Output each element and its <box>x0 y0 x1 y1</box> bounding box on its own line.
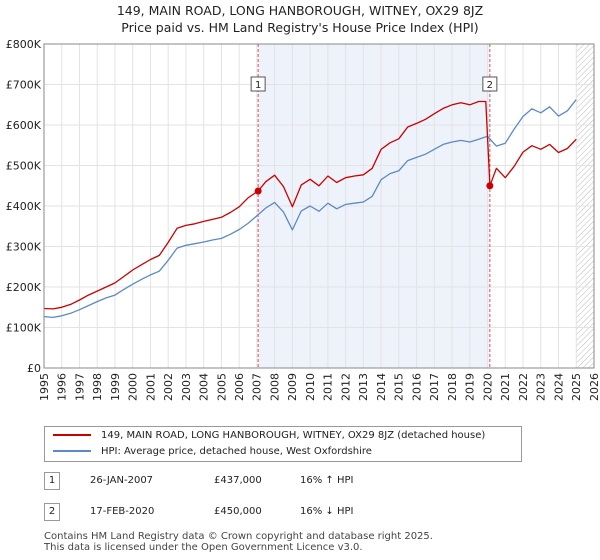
x-tick-label: 2013 <box>357 373 370 401</box>
y-tick-label: £500K <box>6 160 42 173</box>
transaction-date: 26-JAN-2007 <box>90 475 154 486</box>
annotation-label: 2 <box>487 80 493 91</box>
transaction-number-badge: 1 <box>44 472 60 490</box>
x-tick-label: 2014 <box>375 373 388 401</box>
transaction-point <box>254 187 262 195</box>
y-tick-label: £800K <box>6 38 42 51</box>
series-line-property <box>43 100 577 310</box>
x-tick-label: 2005 <box>215 373 228 401</box>
transaction-point <box>486 182 494 190</box>
transaction-date: 17-FEB-2020 <box>90 506 155 517</box>
plot-border <box>43 43 595 369</box>
legend-swatch-hpi <box>53 450 91 452</box>
x-tick-label: 2002 <box>162 373 175 401</box>
transaction-price: £450,000 <box>214 506 262 517</box>
x-tick-label: 2004 <box>198 373 211 401</box>
x-tick-label: 2021 <box>499 373 512 401</box>
x-tick-label: 2007 <box>251 373 264 401</box>
x-tick-label: 2020 <box>481 373 494 401</box>
x-tick-label: 2011 <box>322 373 335 401</box>
y-tick-label: £200K <box>6 281 42 294</box>
footer-line2: This data is licensed under the Open Gov… <box>44 542 363 553</box>
legend-swatch-property <box>53 434 91 436</box>
x-tick-label: 1999 <box>109 373 122 401</box>
transaction-hpi-diff: 16% ↓ HPI <box>300 506 354 517</box>
x-tick-label: 2023 <box>535 373 548 401</box>
transaction-price: £437,000 <box>214 475 262 486</box>
transaction-row-2: 2 17-FEB-2020 £450,000 16% ↓ HPI <box>44 503 520 521</box>
footer-attribution: Contains HM Land Registry data © Crown c… <box>44 531 433 553</box>
y-tick-label: £600K <box>6 119 42 132</box>
x-tick-label: 2003 <box>180 373 193 401</box>
x-tick-label: 2006 <box>233 373 246 401</box>
y-tick-label: £0 <box>27 362 41 375</box>
annotation-box <box>482 76 498 92</box>
x-tick-label: 2017 <box>428 373 441 401</box>
y-tick-label: £400K <box>6 200 42 213</box>
chart-title-line1: 149, MAIN ROAD, LONG HANBOROUGH, WITNEY,… <box>116 3 484 18</box>
x-tick-label: 2019 <box>464 373 477 401</box>
x-tick-label: 2026 <box>588 373 600 401</box>
x-tick-label: 2015 <box>393 373 406 401</box>
legend-item-property: 149, MAIN ROAD, LONG HANBOROUGH, WITNEY,… <box>53 428 485 444</box>
y-tick-label: £700K <box>6 79 42 92</box>
chart-legend: 149, MAIN ROAD, LONG HANBOROUGH, WITNEY,… <box>44 426 522 462</box>
x-tick-label: 2025 <box>570 373 583 401</box>
legend-item-hpi: HPI: Average price, detached house, West… <box>53 444 372 460</box>
x-tick-label: 2009 <box>286 373 299 401</box>
chart-title: 149, MAIN ROAD, LONG HANBOROUGH, WITNEY,… <box>0 2 600 36</box>
annotation-box <box>250 76 266 92</box>
price-chart: £0 £100K £200K £300K £400K £500K £600K £700K £80… <box>6 38 600 401</box>
x-tick-label: 2010 <box>304 373 317 401</box>
x-tick-label: 2016 <box>410 373 423 401</box>
x-tick-label: 2001 <box>144 373 157 401</box>
chart-title-line2: Price paid vs. HM Land Registry's House … <box>121 20 479 35</box>
x-tick-label: 2008 <box>268 373 281 401</box>
x-tick-label: 2000 <box>127 373 140 401</box>
transaction-number-badge: 2 <box>44 503 60 521</box>
x-tick-label: 2024 <box>552 373 565 401</box>
x-tick-label: 2018 <box>446 373 459 401</box>
legend-label-hpi: HPI: Average price, detached house, West… <box>101 446 372 457</box>
x-tick-label: 1995 <box>38 373 51 401</box>
annotation-label: 1 <box>255 80 261 91</box>
transaction-row-1: 1 26-JAN-2007 £437,000 16% ↑ HPI <box>44 472 520 490</box>
x-tick-label: 2022 <box>517 373 530 401</box>
x-tick-label: 1997 <box>73 373 86 401</box>
y-tick-label: £300K <box>6 241 42 254</box>
x-tick-label: 1998 <box>91 373 104 401</box>
transaction-hpi-diff: 16% ↑ HPI <box>300 475 354 486</box>
y-tick-label: £100K <box>6 322 42 335</box>
x-tick-label: 2012 <box>339 373 352 401</box>
footer-line1: Contains HM Land Registry data © Crown c… <box>44 531 433 542</box>
legend-label-property: 149, MAIN ROAD, LONG HANBOROUGH, WITNEY,… <box>101 430 486 441</box>
x-tick-label: 1996 <box>56 373 69 401</box>
